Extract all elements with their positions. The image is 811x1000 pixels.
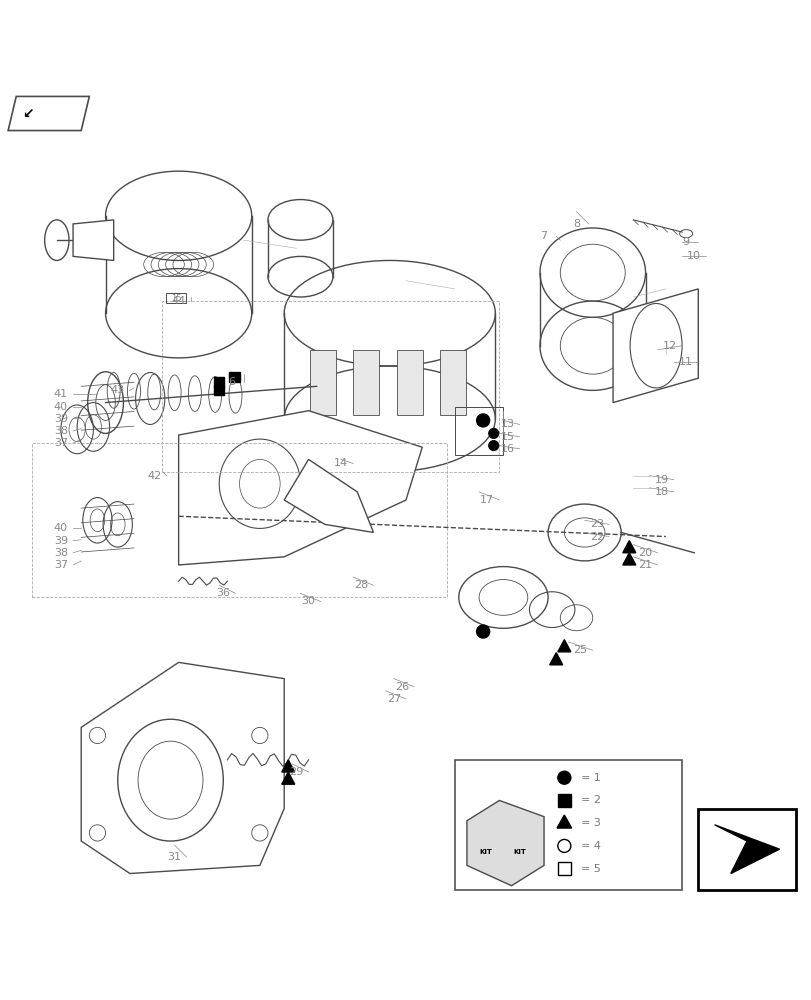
Polygon shape	[556, 815, 571, 828]
Bar	[214, 377, 224, 387]
Text: 9: 9	[682, 237, 689, 247]
Text: 16: 16	[500, 444, 514, 454]
Bar	[454, 407, 503, 455]
Text: 28: 28	[354, 580, 368, 590]
Text: 30: 30	[301, 596, 315, 606]
Text: = 3: = 3	[580, 818, 599, 828]
Text: 17: 17	[479, 495, 494, 505]
Bar	[557, 794, 570, 807]
Text: KIT: KIT	[478, 849, 491, 855]
Text: 19: 19	[654, 475, 668, 485]
Text: 25: 25	[573, 645, 587, 655]
Polygon shape	[714, 825, 779, 874]
Bar	[229, 372, 239, 382]
FancyBboxPatch shape	[454, 760, 681, 890]
Bar	[697, 809, 795, 890]
Text: 23: 23	[589, 519, 603, 529]
Text: 20: 20	[637, 548, 652, 558]
Circle shape	[476, 414, 489, 427]
Bar	[310, 350, 336, 415]
Text: 37: 37	[54, 438, 68, 448]
Text: KIT: KIT	[513, 849, 526, 855]
Circle shape	[488, 441, 498, 450]
Text: 38: 38	[54, 548, 68, 558]
Polygon shape	[557, 640, 570, 652]
Circle shape	[476, 625, 489, 638]
Text: = 4: = 4	[580, 841, 600, 851]
Circle shape	[488, 429, 498, 438]
Polygon shape	[281, 760, 294, 772]
Text: 15: 15	[500, 432, 514, 442]
Bar	[397, 350, 423, 415]
Text: 26: 26	[394, 682, 409, 692]
Text: 13: 13	[500, 419, 514, 429]
Text: 10: 10	[686, 251, 701, 261]
Text: = 5: = 5	[580, 864, 599, 874]
Text: 6: 6	[228, 377, 234, 387]
Text: 37: 37	[54, 560, 68, 570]
Text: 41: 41	[54, 389, 68, 399]
Bar	[440, 350, 466, 415]
Text: 29: 29	[289, 767, 303, 777]
Text: 39: 39	[54, 536, 68, 546]
Polygon shape	[81, 662, 284, 874]
Polygon shape	[178, 411, 422, 565]
Text: 40: 40	[54, 523, 68, 533]
Text: 15: 15	[171, 294, 181, 303]
Text: 7: 7	[540, 231, 547, 241]
Polygon shape	[612, 289, 697, 403]
Bar	[353, 350, 379, 415]
Text: 8: 8	[573, 219, 579, 229]
Bar	[557, 862, 570, 875]
Polygon shape	[284, 459, 373, 532]
Text: 38: 38	[54, 426, 68, 436]
Bar	[214, 386, 224, 395]
Polygon shape	[622, 541, 635, 553]
Text: 44: 44	[171, 296, 186, 306]
Text: = 1: = 1	[580, 773, 599, 783]
Text: 43: 43	[110, 385, 125, 395]
Text: 42: 42	[147, 471, 161, 481]
Polygon shape	[549, 653, 562, 665]
Polygon shape	[622, 553, 635, 565]
Polygon shape	[73, 220, 114, 260]
Text: 40: 40	[54, 402, 68, 412]
Text: 11: 11	[678, 357, 693, 367]
Text: 21: 21	[637, 560, 652, 570]
Text: 22: 22	[589, 532, 603, 542]
Text: 36: 36	[216, 588, 230, 598]
Text: 31: 31	[167, 852, 182, 862]
Text: 14: 14	[333, 458, 348, 468]
Text: 18: 18	[654, 487, 668, 497]
Bar	[166, 293, 186, 303]
Text: = 2: = 2	[580, 795, 600, 805]
Polygon shape	[281, 772, 294, 784]
Circle shape	[557, 771, 570, 784]
Text: 39: 39	[54, 414, 68, 424]
Text: ↙: ↙	[23, 106, 34, 120]
Text: 12: 12	[662, 341, 676, 351]
Text: 27: 27	[386, 694, 401, 704]
Polygon shape	[466, 800, 543, 886]
Polygon shape	[8, 96, 89, 131]
